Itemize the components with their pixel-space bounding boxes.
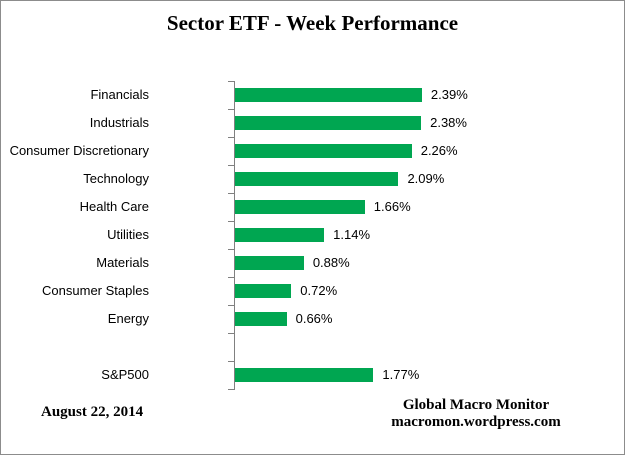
axis-tick bbox=[228, 305, 234, 306]
category-axis-line bbox=[234, 81, 235, 390]
chart-row: Consumer Staples 0.72% bbox=[1, 277, 624, 305]
axis-tick bbox=[228, 221, 234, 222]
bar bbox=[235, 228, 325, 242]
chart-row: Utilities 1.14% bbox=[1, 221, 624, 249]
bar bbox=[235, 200, 365, 214]
date-label: August 22, 2014 bbox=[41, 404, 144, 420]
value-label: 0.88% bbox=[312, 255, 350, 270]
bar bbox=[235, 312, 287, 326]
category-label: S&P500 bbox=[101, 367, 149, 382]
bar bbox=[235, 116, 422, 130]
chart-row: Technology 2.09% bbox=[1, 165, 624, 193]
value-label: 2.26% bbox=[420, 143, 458, 158]
category-label: Consumer Staples bbox=[42, 283, 149, 298]
category-label: Materials bbox=[96, 255, 149, 270]
axis-tick bbox=[228, 277, 234, 278]
attribution-block: Global Macro Monitor macromon.wordpress.… bbox=[366, 397, 586, 431]
category-label: Technology bbox=[83, 171, 149, 186]
chart-row: Health Care 1.66% bbox=[1, 193, 624, 221]
bar bbox=[235, 172, 399, 186]
plot-area: Financials 2.39% Industrials 2.38% Consumer … bbox=[1, 81, 624, 389]
category-label: Industrials bbox=[89, 115, 149, 130]
bar bbox=[235, 256, 304, 270]
category-label: Health Care bbox=[79, 199, 149, 214]
value-label: 2.39% bbox=[430, 87, 468, 102]
attribution-url: macromon.wordpress.com bbox=[391, 414, 561, 430]
axis-tick bbox=[228, 109, 234, 110]
chart-row: Energy 0.66% bbox=[1, 305, 624, 333]
axis-tick bbox=[228, 389, 234, 390]
axis-tick bbox=[228, 81, 234, 82]
chart-row: Financials 2.39% bbox=[1, 81, 624, 109]
bar bbox=[235, 144, 412, 158]
value-label: 0.66% bbox=[295, 311, 333, 326]
bar bbox=[235, 88, 422, 102]
attribution-source: Global Macro Monitor bbox=[402, 397, 550, 413]
chart-row: Consumer Discretionary 2.26% bbox=[1, 137, 624, 165]
axis-tick bbox=[228, 249, 234, 250]
value-label: 0.72% bbox=[300, 283, 338, 298]
value-label: 1.66% bbox=[373, 199, 411, 214]
category-label: Energy bbox=[107, 311, 149, 326]
chart-row: S&P500 1.77% bbox=[1, 361, 624, 389]
axis-tick bbox=[228, 361, 234, 362]
axis-tick bbox=[228, 165, 234, 166]
value-label: 1.77% bbox=[382, 367, 420, 382]
category-label: Utilities bbox=[107, 227, 149, 242]
chart-row: Materials 0.88% bbox=[1, 249, 624, 277]
chart-row-spacer bbox=[1, 333, 624, 361]
chart-row: Industrials 2.38% bbox=[1, 109, 624, 137]
axis-tick bbox=[228, 333, 234, 334]
axis-tick bbox=[228, 193, 234, 194]
bar bbox=[235, 284, 292, 298]
value-label: 2.09% bbox=[407, 171, 445, 186]
value-label: 2.38% bbox=[430, 115, 467, 130]
bar bbox=[235, 368, 374, 382]
category-label: Financials bbox=[90, 87, 149, 102]
axis-tick bbox=[228, 137, 234, 138]
category-label: Consumer Discretionary bbox=[9, 143, 149, 158]
value-label: 1.14% bbox=[333, 227, 371, 242]
chart-title: Sector ETF - Week Performance bbox=[166, 11, 459, 35]
